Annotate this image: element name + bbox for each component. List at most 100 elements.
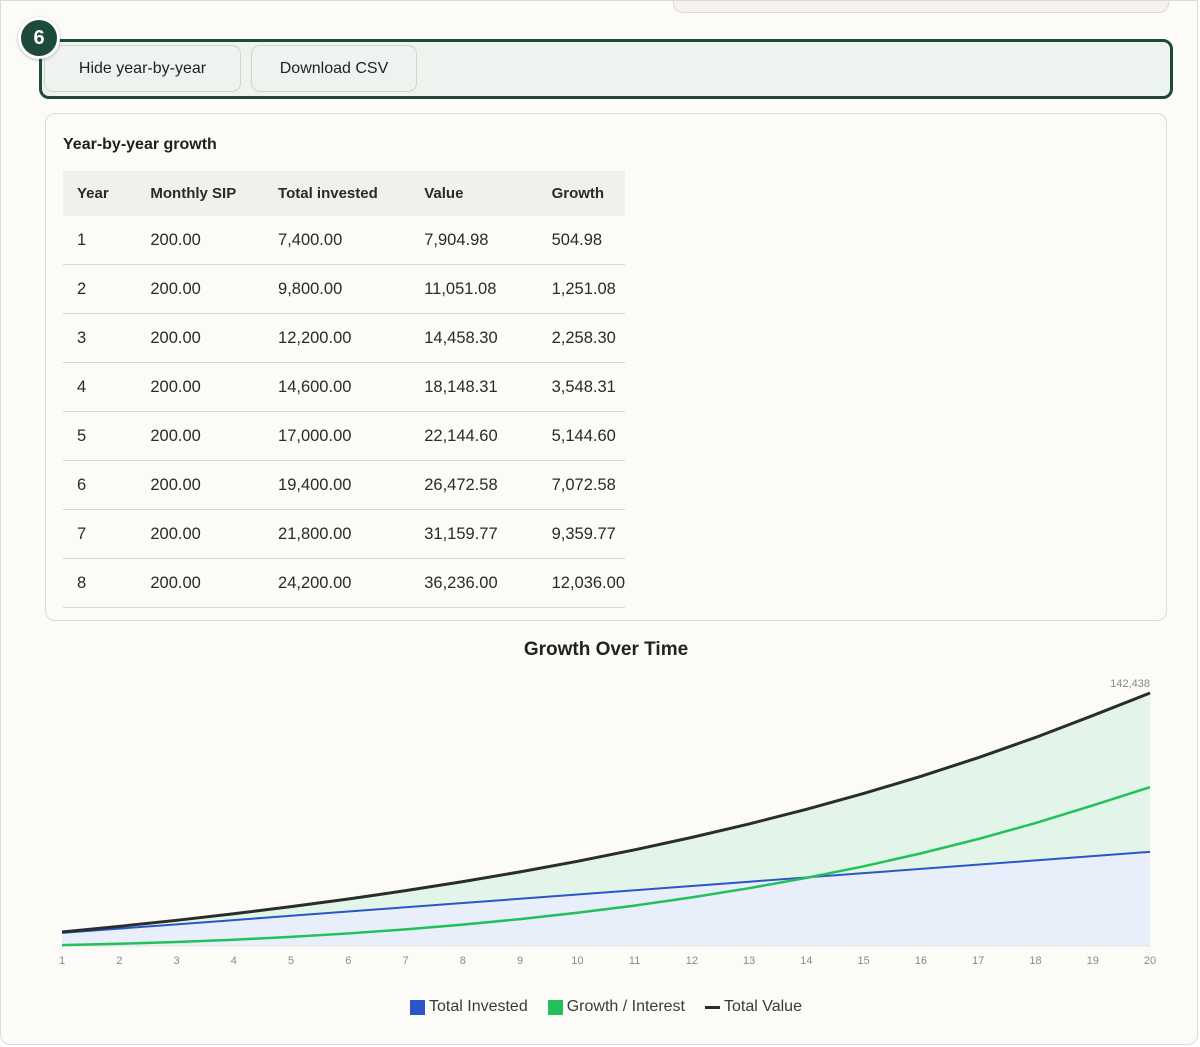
x-tick-label: 3 [173, 955, 179, 967]
legend-swatch-total [705, 1005, 720, 1009]
series-line-growth-interest [61, 785, 1151, 947]
cell-value: 18,148.31 [410, 362, 538, 412]
cell-value: 22,144.60 [410, 411, 538, 461]
x-tick-label: 20 [1144, 955, 1156, 967]
x-tick-label: 17 [972, 955, 984, 967]
col-value: Value [410, 171, 538, 216]
table-row: 5 200.00 17,000.00 22,144.60 5,144.60 [63, 411, 625, 461]
table-body: 1 200.00 7,400.00 7,904.98 504.98 2 200.00 9,80… [63, 216, 625, 608]
cell-year: 4 [63, 362, 137, 412]
cell-growth: 9,359.77 [537, 509, 625, 559]
cell-growth: 3,548.31 [537, 362, 625, 412]
step-badge: 6 [18, 17, 60, 59]
cell-growth: 5,144.60 [537, 411, 625, 461]
cell-growth: 12,036.00 [537, 558, 625, 608]
cell-value: 11,051.08 [410, 264, 538, 314]
invested-area [62, 851, 1150, 946]
x-tick-label: 9 [517, 955, 523, 967]
legend-item-invested: Total Invested [410, 998, 528, 1016]
cell-year: 8 [63, 558, 137, 608]
legend-label-invested: Total Invested [429, 998, 528, 1015]
table-title: Year-by-year growth [63, 136, 217, 153]
cell-total-invested: 24,200.00 [264, 558, 411, 608]
table-row: 8 200.00 24,200.00 36,236.00 12,036.00 [63, 558, 625, 608]
col-monthly-sip: Monthly SIP [136, 171, 265, 216]
cell-total-invested: 19,400.00 [264, 460, 411, 510]
x-tick-label: 11 [629, 955, 640, 967]
series-line-total-value [61, 691, 1151, 934]
col-total-invested: Total invested [264, 171, 411, 216]
download-csv-button[interactable]: Download CSV [251, 45, 417, 92]
year-by-year-card: Year-by-year growth Year Monthly SIP Tot… [45, 113, 1167, 621]
cell-monthly-sip: 200.00 [136, 460, 265, 510]
cell-value: 7,904.98 [410, 216, 538, 265]
legend-swatch-invested [410, 999, 425, 1015]
x-tick-label: 1 [59, 955, 65, 967]
cell-total-invested: 9,800.00 [264, 264, 411, 314]
x-tick-label: 18 [1029, 955, 1041, 967]
cell-growth: 2,258.30 [537, 313, 625, 363]
x-tick-label: 7 [403, 955, 409, 967]
legend-item-total: Total Value [705, 998, 802, 1016]
cell-value: 31,159.77 [410, 509, 538, 559]
cell-monthly-sip: 200.00 [136, 558, 265, 608]
x-tick-label: 13 [743, 955, 755, 967]
x-tick-label: 6 [345, 955, 351, 967]
cell-year: 3 [63, 313, 137, 363]
series-line-total-invested [61, 850, 1151, 934]
legend-label-total: Total Value [724, 998, 802, 1015]
x-tick-label: 19 [1087, 955, 1099, 967]
cell-growth: 7,072.58 [537, 460, 625, 510]
growth-area [62, 693, 1150, 933]
x-tick-label: 12 [686, 955, 698, 967]
legend-label-growth: Growth / Interest [566, 998, 685, 1015]
col-year: Year [63, 171, 137, 216]
x-tick-label: 10 [571, 955, 583, 967]
cell-total-invested: 14,600.00 [264, 362, 411, 412]
cell-growth: 1,251.08 [537, 264, 625, 314]
cell-year: 2 [63, 264, 137, 314]
table-row: 7 200.00 21,800.00 31,159.77 9,359.77 [63, 509, 625, 559]
cell-monthly-sip: 200.00 [136, 362, 265, 412]
table-row: 1 200.00 7,400.00 7,904.98 504.98 [63, 216, 625, 265]
cell-year: 1 [63, 216, 137, 265]
cell-growth: 504.98 [537, 216, 625, 265]
cell-year: 7 [63, 509, 137, 559]
cell-monthly-sip: 200.00 [136, 411, 265, 461]
cell-monthly-sip: 200.00 [136, 264, 265, 314]
cell-monthly-sip: 200.00 [136, 216, 265, 265]
table-row: 3 200.00 12,200.00 14,458.30 2,258.30 [63, 313, 625, 363]
x-tick-label: 15 [858, 955, 870, 967]
cell-total-invested: 12,200.00 [264, 313, 411, 363]
cell-total-invested: 17,000.00 [264, 411, 411, 461]
chart-title: Growth Over Time [523, 639, 689, 660]
x-tick-label: 16 [915, 955, 927, 967]
table-header-row: Year Monthly SIP Total invested Value Gr… [63, 171, 625, 216]
cell-year: 5 [63, 411, 137, 461]
x-tick-label: 8 [460, 955, 466, 967]
x-tick-label: 2 [116, 955, 122, 967]
cell-value: 26,472.58 [410, 460, 538, 510]
legend-swatch-growth [547, 999, 563, 1015]
cell-total-invested: 21,800.00 [264, 509, 411, 559]
cell-monthly-sip: 200.00 [136, 509, 265, 559]
end-value-label: 142,438 [1110, 678, 1150, 690]
cell-value: 36,236.00 [410, 558, 538, 608]
cell-total-invested: 7,400.00 [264, 216, 411, 265]
col-growth: Growth [537, 171, 625, 216]
chart-legend: Total Invested Growth / Interest Total V… [1, 998, 1197, 1016]
cell-monthly-sip: 200.00 [136, 313, 265, 363]
table-row: 2 200.00 9,800.00 11,051.08 1,251.08 [63, 264, 625, 314]
hide-year-by-year-button[interactable]: Hide year-by-year [44, 45, 241, 92]
growth-table: Year Monthly SIP Total invested Value Gr… [63, 171, 625, 608]
table-row: 6 200.00 19,400.00 26,472.58 7,072.58 [63, 460, 625, 510]
table-row: 4 200.00 14,600.00 18,148.31 3,548.31 [63, 362, 625, 412]
cell-year: 6 [63, 460, 137, 510]
x-tick-label: 5 [288, 955, 294, 967]
cell-value: 14,458.30 [410, 313, 538, 363]
x-tick-label: 14 [800, 955, 812, 967]
x-tick-label: 4 [231, 955, 237, 967]
legend-item-growth: Growth / Interest [547, 998, 685, 1016]
